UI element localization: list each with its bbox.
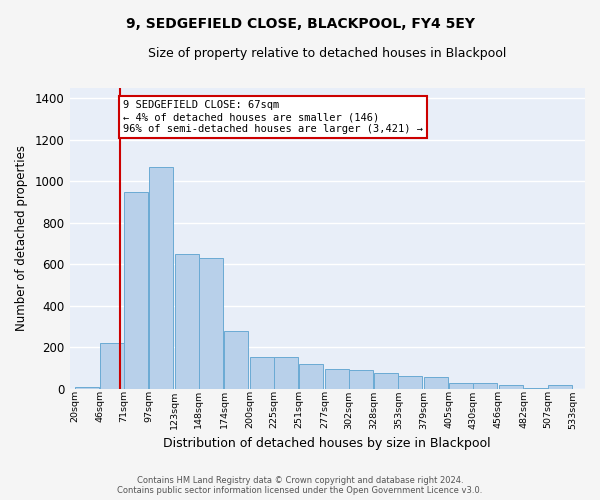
Bar [250,356,274,389]
Bar [499,384,523,389]
Bar [224,330,248,389]
X-axis label: Distribution of detached houses by size in Blackpool: Distribution of detached houses by size … [163,437,491,450]
Bar [274,356,298,389]
Bar [100,343,124,389]
Bar [449,382,473,389]
Bar [325,369,349,389]
Text: 9, SEDGEFIELD CLOSE, BLACKPOOL, FY4 5EY: 9, SEDGEFIELD CLOSE, BLACKPOOL, FY4 5EY [125,18,475,32]
Bar [374,373,398,389]
Bar [524,388,548,389]
Text: 9 SEDGEFIELD CLOSE: 67sqm
← 4% of detached houses are smaller (146)
96% of semi-: 9 SEDGEFIELD CLOSE: 67sqm ← 4% of detach… [123,100,423,134]
Bar [473,382,497,389]
Bar [149,167,173,389]
Bar [349,370,373,389]
Bar [424,378,448,389]
Bar [548,384,572,389]
Text: Contains HM Land Registry data © Crown copyright and database right 2024.
Contai: Contains HM Land Registry data © Crown c… [118,476,482,495]
Bar [74,386,98,389]
Bar [199,258,223,389]
Bar [299,364,323,389]
Bar [398,376,422,389]
Title: Size of property relative to detached houses in Blackpool: Size of property relative to detached ho… [148,48,506,60]
Bar [124,192,148,389]
Bar [175,254,199,389]
Y-axis label: Number of detached properties: Number of detached properties [15,146,28,332]
